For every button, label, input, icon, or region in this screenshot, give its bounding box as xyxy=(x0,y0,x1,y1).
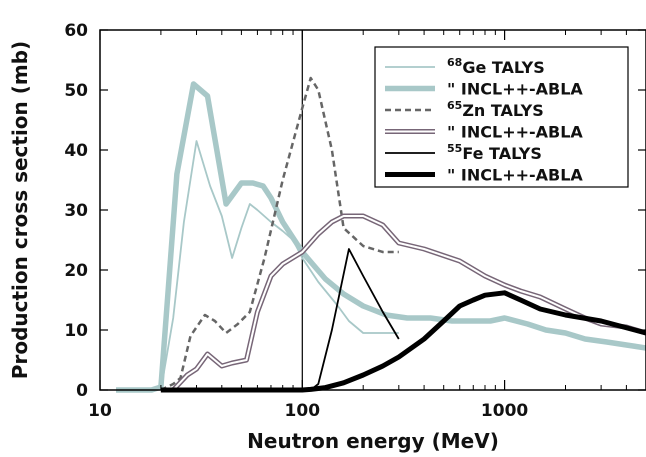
y-tick-label: 10 xyxy=(64,321,88,341)
y-axis-label: Production cross section (mb) xyxy=(8,41,32,379)
legend-label: 65Zn TALYS xyxy=(447,99,544,120)
y-tick-label: 40 xyxy=(64,141,88,161)
legend-entry-zn-incl: " INCL++-ABLA xyxy=(385,123,583,142)
series-line-ge-incl xyxy=(116,81,646,393)
series-line-zn-incl-inner xyxy=(160,215,646,391)
x-tick-label: 10 xyxy=(88,401,112,421)
y-tick-label: 30 xyxy=(64,201,88,221)
y-tick-label: 50 xyxy=(64,81,88,101)
legend-label: " INCL++-ABLA xyxy=(447,123,583,142)
legend-entry-fe-incl: " INCL++-ABLA xyxy=(385,166,583,185)
legend-box xyxy=(374,46,629,188)
series-zn-incl xyxy=(160,213,646,393)
x-tick-label: 1000 xyxy=(481,401,528,421)
y-tick-label: 0 xyxy=(76,381,88,401)
x-tick-label: 100 xyxy=(285,401,321,421)
series-zn-talys xyxy=(160,76,399,392)
series-ge-talys xyxy=(160,140,399,391)
x-axis-label: Neutron energy (MeV) xyxy=(247,429,499,453)
legend-entry-ge-talys: 68Ge TALYS xyxy=(385,56,545,77)
legend-label: " INCL++-ABLA xyxy=(447,166,583,185)
legend-label: " INCL++-ABLA xyxy=(447,80,583,99)
series-line-zn-incl xyxy=(160,213,646,393)
y-tick-label: 20 xyxy=(64,261,88,281)
series-fe-incl xyxy=(160,290,646,393)
series-line-ge-talys xyxy=(160,140,399,391)
legend-entry-ge-incl: " INCL++-ABLA xyxy=(385,80,583,99)
series-line-fe-incl xyxy=(160,290,646,393)
legend-entry-zn-talys: 65Zn TALYS xyxy=(385,99,544,120)
series-layer xyxy=(116,76,646,393)
series-ge-incl xyxy=(116,81,646,393)
legend-label: 68Ge TALYS xyxy=(447,56,545,77)
y-tick-label: 60 xyxy=(64,21,88,41)
legend-entry-fe-talys: 55Fe TALYS xyxy=(385,142,542,163)
series-line-zn-talys xyxy=(160,76,399,392)
legend-label: 55Fe TALYS xyxy=(447,142,542,163)
